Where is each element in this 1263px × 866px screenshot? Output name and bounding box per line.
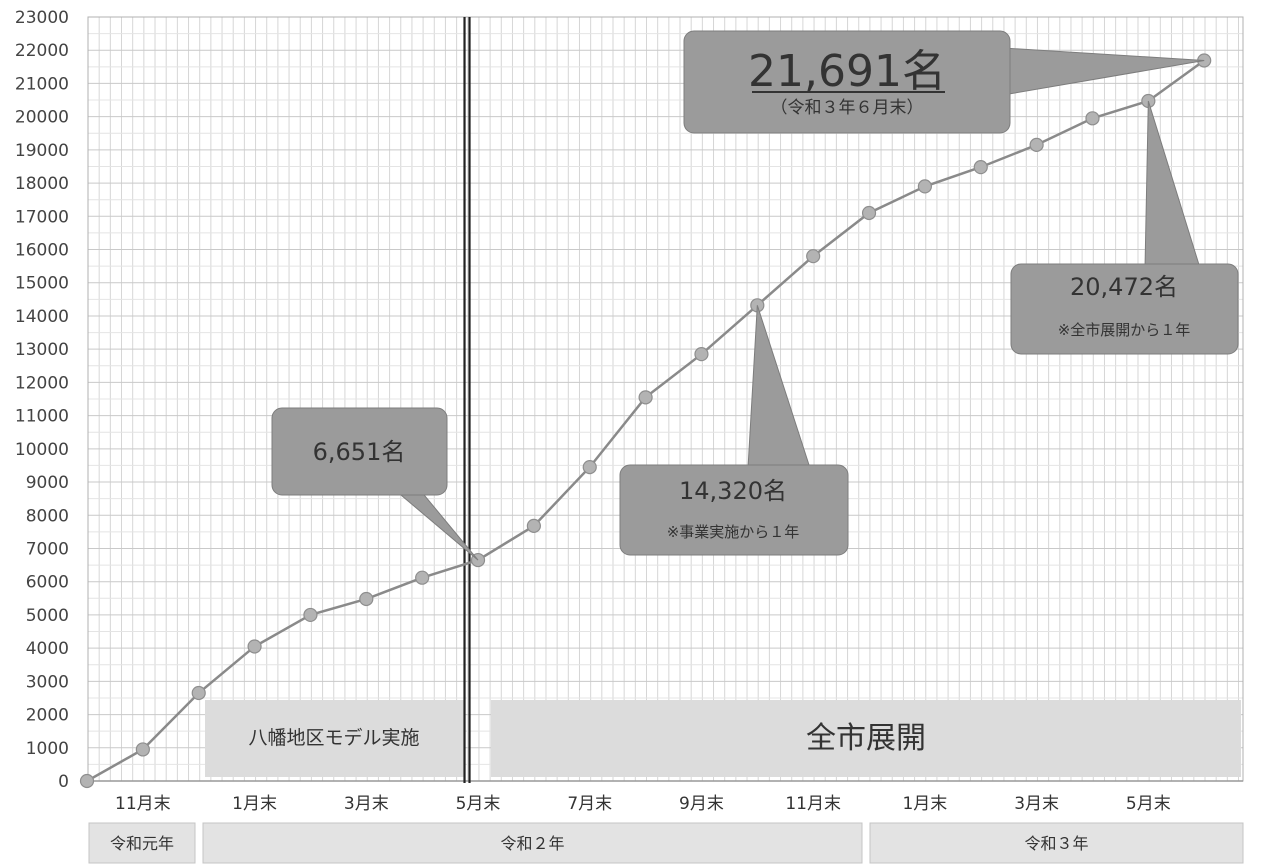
callout-6651-value: 6,651名 (313, 438, 406, 466)
data-point (191, 685, 206, 701)
era-label: 令和２年 (500, 834, 564, 853)
data-point (582, 459, 597, 475)
y-tick-label: 17000 (15, 207, 69, 227)
data-point (917, 179, 933, 194)
era-box (88, 822, 196, 864)
callout-14320-box (619, 464, 849, 556)
y-tick-label: 0 (58, 772, 69, 792)
era-box (202, 822, 863, 864)
phase-band-model (205, 700, 464, 777)
data-point (1029, 137, 1044, 152)
y-axis-ticks: 0 1000 2000 3000 4000 5000 6000 7000 8000 9000 100… (15, 8, 69, 792)
y-tick-label: 3000 (26, 672, 69, 692)
data-point (415, 570, 430, 585)
callout-20472-tail (1144, 100, 1201, 269)
y-tick-label: 1000 (26, 739, 69, 759)
callout-21691-box (683, 30, 1011, 134)
era-label: 令和３年 (1024, 834, 1088, 853)
phase-label-model: 八幡地区モデル実施 (248, 727, 419, 749)
callout-21691-tail (1002, 47, 1205, 96)
y-tick-label: 21000 (15, 74, 69, 94)
grid-minor (87, 16, 1244, 782)
x-tick-label: 11月末 (785, 794, 841, 814)
era-label: 令和元年 (110, 834, 174, 853)
y-tick-label: 10000 (15, 440, 69, 460)
series-line-path (86, 59, 1205, 783)
data-point (359, 591, 374, 607)
callout-20472-value: 20,472名 (1070, 273, 1178, 301)
y-tick-label: 9000 (26, 473, 69, 493)
x-tick-label: 9月末 (679, 794, 724, 814)
y-tick-label: 2000 (26, 706, 69, 726)
x-tick-label: 1月末 (232, 794, 277, 814)
callout-6651-box (271, 407, 448, 496)
y-tick-label: 15000 (15, 274, 69, 294)
y-tick-label: 8000 (26, 506, 69, 526)
y-tick-label: 13000 (15, 340, 69, 360)
phase-label-citywide: 全市展開 (806, 721, 926, 756)
y-tick-label: 11000 (15, 407, 69, 427)
callout-21691-value: 21,691名 (748, 46, 946, 97)
x-tick-label: 1月末 (902, 794, 947, 814)
y-tick-label: 7000 (26, 539, 69, 559)
data-point (526, 518, 541, 533)
data-point (973, 160, 988, 175)
callout-14320-note: ※事業実施から１年 (667, 523, 800, 541)
data-point (638, 390, 653, 405)
phase-bands: 八幡地区モデル実施 全市展開 (205, 700, 1241, 777)
series-line (79, 53, 1212, 789)
y-tick-label: 22000 (15, 41, 69, 61)
callout-14320-tail (747, 305, 811, 469)
y-tick-label: 4000 (26, 639, 69, 659)
era-box (869, 822, 1244, 864)
x-tick-label: 11月末 (115, 794, 171, 814)
y-tick-label: 6000 (26, 573, 69, 593)
era-row: 令和元年 令和２年 令和３年 (88, 822, 1244, 864)
data-point (1085, 111, 1100, 126)
phase-band-citywide (491, 700, 1241, 777)
callout-20472-note: ※全市展開から１年 (1058, 321, 1191, 339)
phase-divider (463, 17, 471, 783)
data-point (247, 639, 262, 654)
data-point (694, 347, 709, 362)
y-tick-label: 20000 (15, 108, 69, 128)
callout-14320-value: 14,320名 (679, 477, 787, 505)
data-point (806, 249, 821, 264)
x-tick-label: 3月末 (1014, 794, 1059, 814)
y-tick-label: 19000 (15, 141, 69, 161)
data-point (135, 742, 150, 757)
x-tick-label: 7月末 (567, 794, 612, 814)
callout-21691-note: （令和３年６月末） (771, 98, 924, 118)
callouts: 6,651名 14,320名 ※事業実施から１年 20,472名 ※全市展開から１年 21… (271, 30, 1239, 561)
data-point (303, 607, 318, 623)
y-tick-label: 14000 (15, 307, 69, 327)
x-tick-label: 5月末 (1126, 794, 1171, 814)
callout-20472-box (1010, 263, 1239, 355)
x-axis-ticks: 11月末 1月末 3月末 5月末 7月末 9月末 11月末 1月末 3月末 5月末 (115, 794, 1171, 814)
y-tick-label: 12000 (15, 373, 69, 393)
y-tick-label: 16000 (15, 241, 69, 261)
x-tick-label: 3月末 (344, 794, 389, 814)
data-point (861, 205, 877, 221)
data-point (79, 773, 95, 789)
y-tick-label: 5000 (26, 606, 69, 626)
y-tick-label: 18000 (15, 174, 69, 194)
y-tick-label: 23000 (15, 8, 69, 28)
x-tick-label: 5月末 (456, 794, 501, 814)
